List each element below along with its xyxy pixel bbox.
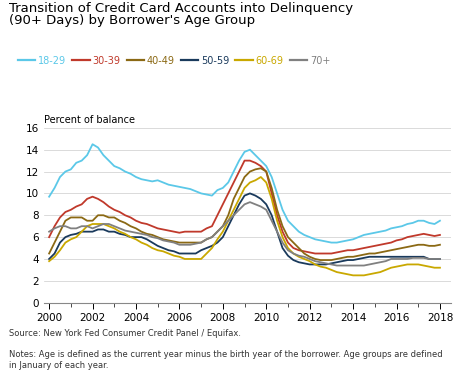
18-29 — [382, 228, 387, 233]
18-29 — [436, 218, 442, 223]
70+ — [436, 257, 442, 261]
50-59 — [133, 235, 139, 240]
30-39 — [382, 241, 387, 246]
30-39 — [46, 235, 52, 240]
Line: 50-59: 50-59 — [49, 193, 439, 264]
40-49 — [176, 240, 182, 245]
Text: Transition of Credit Card Accounts into Delinquency: Transition of Credit Card Accounts into … — [9, 2, 353, 15]
Line: 40-49: 40-49 — [49, 168, 439, 260]
70+ — [176, 243, 182, 247]
50-59 — [436, 257, 442, 261]
70+ — [382, 259, 387, 264]
40-49 — [46, 251, 52, 256]
40-49 — [317, 258, 323, 262]
30-39 — [241, 158, 247, 163]
Text: Notes: Age is defined as the current year minus the birth year of the borrower. : Notes: Age is defined as the current yea… — [9, 350, 442, 370]
Line: 70+: 70+ — [49, 202, 439, 265]
70+ — [333, 263, 339, 268]
30-39 — [312, 251, 317, 256]
18-29 — [138, 177, 144, 182]
70+ — [133, 230, 139, 235]
60-69 — [409, 262, 414, 267]
60-69 — [46, 259, 52, 264]
70+ — [46, 229, 52, 234]
60-69 — [241, 186, 247, 190]
50-59 — [306, 262, 312, 267]
Line: 30-39: 30-39 — [49, 161, 439, 253]
60-69 — [382, 268, 387, 272]
40-49 — [409, 244, 414, 248]
50-59 — [382, 255, 387, 259]
60-69 — [257, 175, 263, 179]
Line: 60-69: 60-69 — [49, 177, 439, 275]
18-29 — [328, 240, 333, 245]
18-29 — [246, 147, 252, 152]
60-69 — [176, 255, 182, 259]
30-39 — [436, 233, 442, 237]
50-59 — [241, 193, 247, 198]
50-59 — [176, 251, 182, 256]
30-39 — [133, 218, 139, 223]
60-69 — [436, 265, 442, 270]
60-69 — [350, 273, 355, 277]
40-49 — [241, 175, 247, 179]
40-49 — [257, 166, 263, 171]
40-49 — [393, 247, 398, 252]
30-39 — [409, 234, 414, 238]
18-29 — [46, 194, 52, 199]
30-39 — [393, 238, 398, 243]
70+ — [246, 200, 252, 205]
30-39 — [176, 230, 182, 235]
40-49 — [436, 243, 442, 247]
18-29 — [409, 221, 414, 225]
30-39 — [246, 158, 252, 163]
70+ — [241, 202, 247, 206]
70+ — [393, 257, 398, 261]
18-29 — [182, 186, 187, 190]
Legend: 18-29, 30-39, 40-49, 50-59, 60-69, 70+: 18-29, 30-39, 40-49, 50-59, 60-69, 70+ — [14, 52, 334, 70]
70+ — [409, 256, 414, 260]
50-59 — [46, 257, 52, 261]
Text: (90+ Days) by Borrower's Age Group: (90+ Days) by Borrower's Age Group — [9, 14, 255, 27]
Text: Source: New York Fed Consumer Credit Panel / Equifax.: Source: New York Fed Consumer Credit Pan… — [9, 329, 241, 338]
Text: Percent of balance: Percent of balance — [44, 115, 134, 125]
18-29 — [393, 225, 398, 229]
40-49 — [133, 226, 139, 230]
50-59 — [409, 255, 414, 259]
50-59 — [393, 255, 398, 259]
40-49 — [382, 249, 387, 253]
50-59 — [246, 191, 252, 196]
Line: 18-29: 18-29 — [49, 144, 439, 243]
60-69 — [133, 237, 139, 241]
60-69 — [393, 264, 398, 269]
18-29 — [90, 142, 95, 147]
